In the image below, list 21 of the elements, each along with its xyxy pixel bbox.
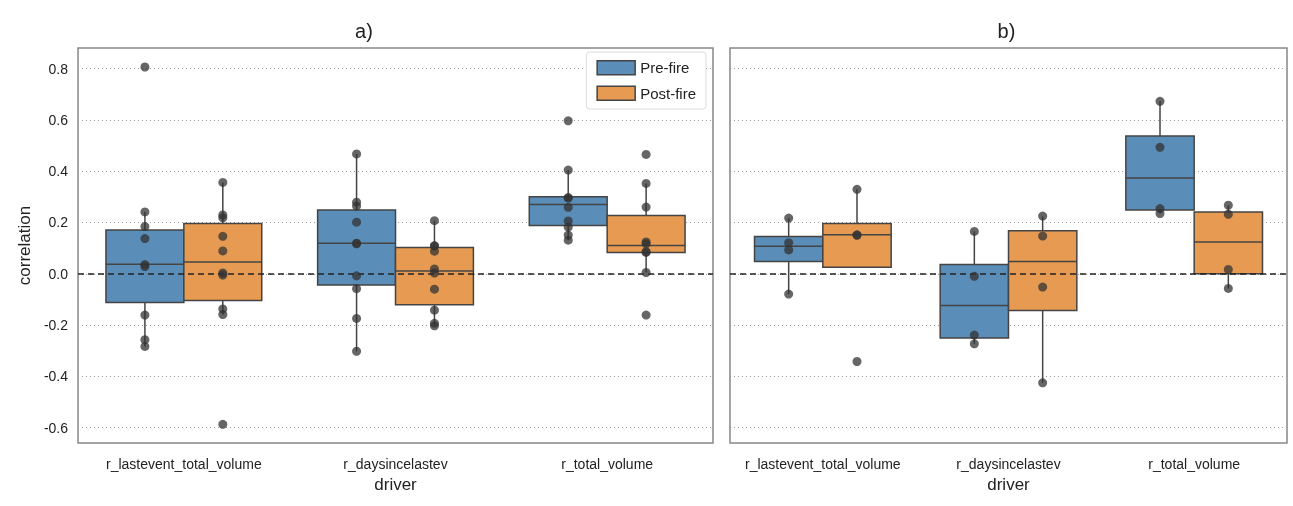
y-tick-label: 0.0 (48, 265, 69, 282)
legend-label: Post-fire (640, 84, 697, 102)
y-tick-label: 0.8 (48, 60, 69, 77)
x-tick-label: r_daysincelastev (343, 456, 448, 473)
x-tick-label: r_total_volume (561, 456, 654, 473)
x-tick-label: r_total_volume (1148, 456, 1241, 473)
x-tick-label: r_lastevent_total_volume (745, 456, 901, 473)
y-tick-label: -0.6 (43, 419, 69, 436)
y-tick-label: 0.2 (48, 214, 69, 231)
legend-label: Pre-fire (640, 59, 690, 77)
x-axis-title: driver (374, 475, 418, 494)
x-axis-title: driver (987, 475, 1031, 494)
y-tick-label: 0.6 (48, 111, 69, 128)
y-tick-label: 0.4 (48, 163, 69, 180)
x-tick-label: r_daysincelastev (956, 456, 1061, 473)
y-axis-title: correlation (15, 205, 34, 286)
chart-title: a) (355, 20, 373, 42)
y-tick-label: -0.2 (43, 317, 69, 334)
chart-title: b) (997, 20, 1016, 42)
x-tick-label: r_lastevent_total_volume (106, 456, 262, 473)
y-tick-label: -0.4 (43, 368, 69, 385)
